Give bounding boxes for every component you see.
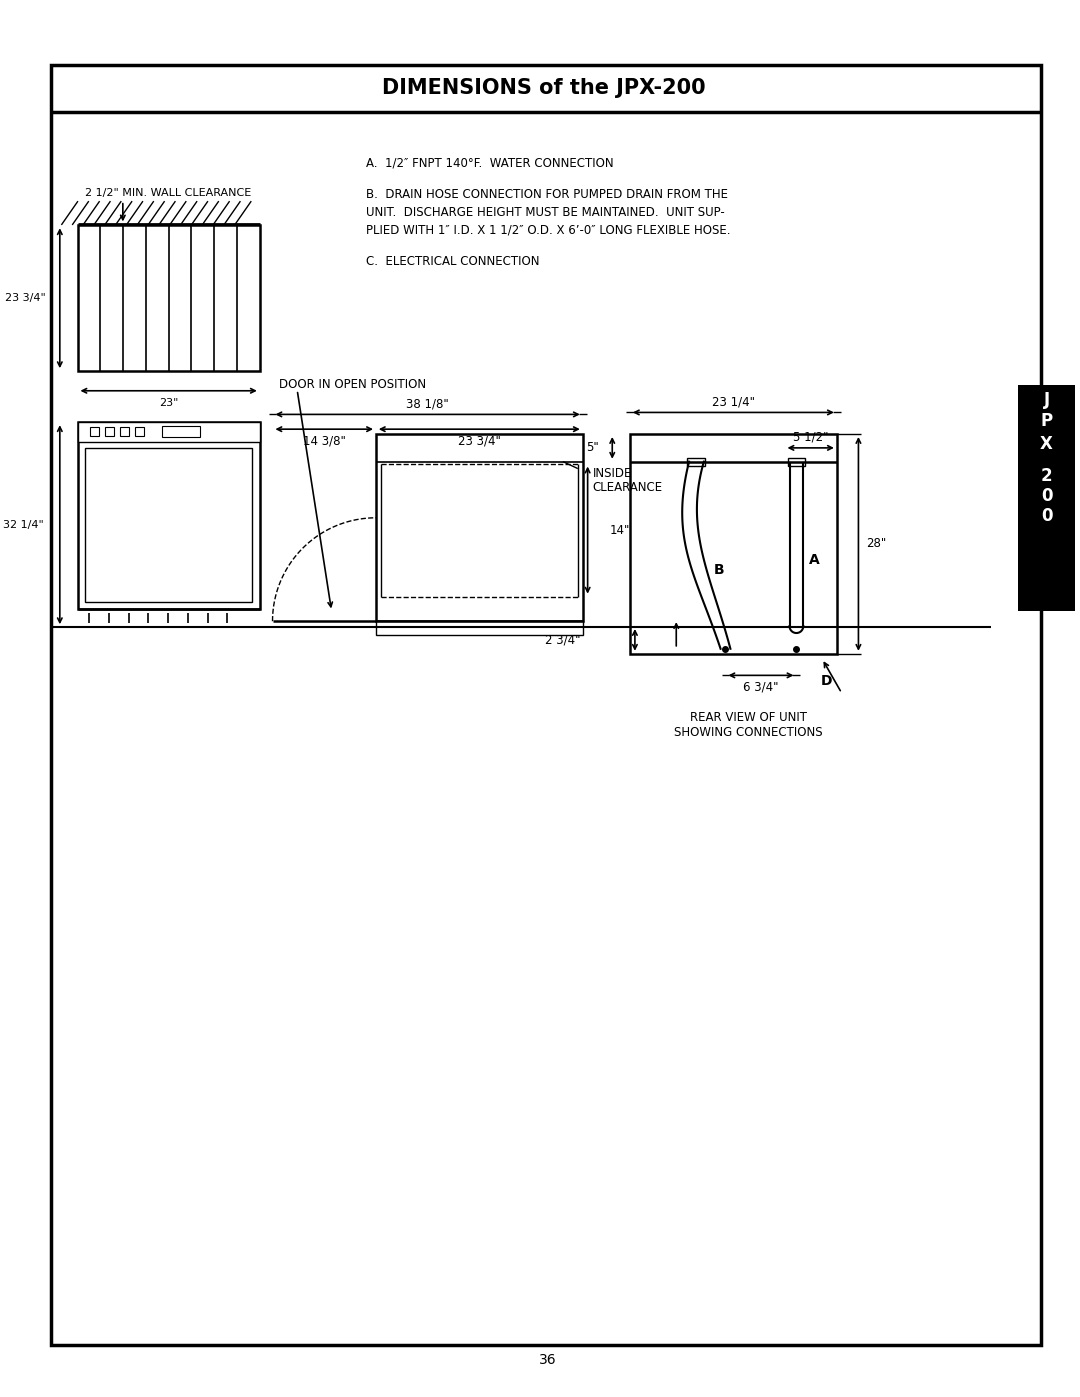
Bar	[135, 427, 144, 436]
Text: DIMENSIONS of the JPX-200: DIMENSIONS of the JPX-200	[381, 78, 705, 98]
Bar	[91, 427, 99, 436]
Text: 5": 5"	[585, 441, 598, 454]
Text: D: D	[821, 675, 833, 689]
Text: SHOWING CONNECTIONS: SHOWING CONNECTIONS	[674, 726, 823, 739]
Text: PLIED WITH 1″ I.D. X 1 1/2″ O.D. X 6’-0″ LONG FLEXIBLE HOSE.: PLIED WITH 1″ I.D. X 1 1/2″ O.D. X 6’-0″…	[366, 224, 730, 236]
Bar	[1018, 384, 1075, 612]
Bar	[78, 225, 259, 372]
Text: 2 3/4": 2 3/4"	[545, 633, 581, 647]
Text: A.  1/2″ FNPT 140°F.  WATER CONNECTION: A. 1/2″ FNPT 140°F. WATER CONNECTION	[366, 156, 613, 169]
Text: 6 3/4": 6 3/4"	[743, 680, 779, 694]
Text: J: J	[1043, 391, 1050, 409]
Text: B.  DRAIN HOSE CONNECTION FOR PUMPED DRAIN FROM THE: B. DRAIN HOSE CONNECTION FOR PUMPED DRAI…	[366, 189, 728, 201]
Text: 36: 36	[539, 1352, 557, 1366]
Text: CLEARANCE: CLEARANCE	[593, 481, 663, 493]
Text: 14": 14"	[609, 524, 630, 536]
Text: UNIT.  DISCHARGE HEIGHT MUST BE MAINTAINED.  UNIT SUP-: UNIT. DISCHARGE HEIGHT MUST BE MAINTAINE…	[366, 205, 725, 219]
Text: DOOR IN OPEN POSITION: DOOR IN OPEN POSITION	[280, 379, 427, 391]
Bar	[787, 458, 806, 465]
Bar	[78, 422, 259, 609]
Text: A: A	[809, 553, 820, 567]
Text: 38 1/8": 38 1/8"	[406, 397, 449, 411]
Bar	[687, 458, 705, 465]
Text: 2: 2	[1041, 468, 1052, 485]
Text: 28": 28"	[866, 538, 887, 550]
Text: 23 1/4": 23 1/4"	[712, 395, 755, 408]
Text: INSIDE: INSIDE	[593, 467, 632, 481]
Text: X: X	[1040, 434, 1053, 453]
Text: B: B	[713, 563, 724, 577]
Text: 23 3/4": 23 3/4"	[5, 293, 46, 303]
Bar	[376, 434, 583, 622]
Text: 32 1/4": 32 1/4"	[3, 520, 44, 529]
Text: 2 1/2" MIN. WALL CLEARANCE: 2 1/2" MIN. WALL CLEARANCE	[85, 187, 252, 198]
Text: C.  ELECTRICAL CONNECTION: C. ELECTRICAL CONNECTION	[366, 254, 540, 268]
Bar	[78, 422, 259, 441]
Text: 5 1/2": 5 1/2"	[793, 430, 828, 444]
Bar	[120, 427, 129, 436]
Text: REAR VIEW OF UNIT: REAR VIEW OF UNIT	[690, 711, 807, 724]
Text: 0: 0	[1041, 507, 1052, 525]
Text: 23": 23"	[159, 398, 178, 408]
Bar	[85, 448, 252, 602]
Text: 14 3/8": 14 3/8"	[302, 434, 346, 447]
Text: P: P	[1040, 412, 1053, 430]
Text: 0: 0	[1041, 488, 1052, 506]
Bar	[162, 426, 200, 437]
Bar	[105, 427, 114, 436]
Text: 23 3/4": 23 3/4"	[458, 434, 501, 447]
Bar	[376, 622, 583, 636]
Bar	[630, 434, 837, 654]
